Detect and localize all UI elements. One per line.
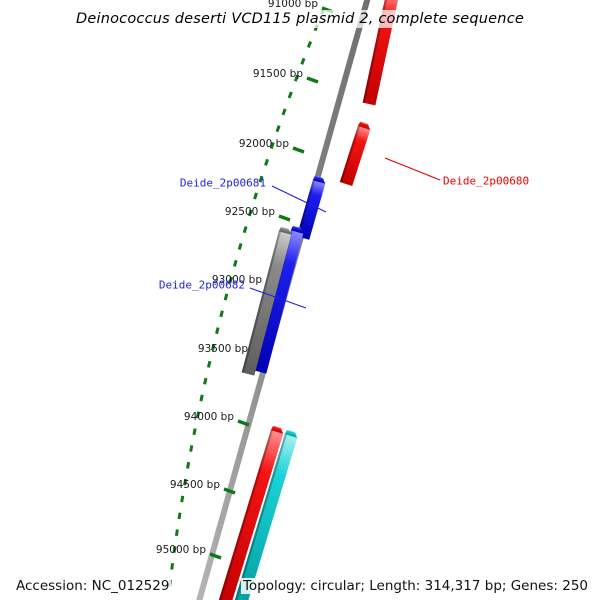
gene-start-cap [357, 121, 371, 130]
minor-tick [264, 158, 269, 166]
gene-body [362, 0, 400, 106]
gene-feature-track [215, 0, 401, 600]
gene-feature-bar[interactable] [339, 121, 372, 186]
minor-tick [228, 276, 233, 284]
accession-label: Accession: NC_012529 [14, 578, 172, 594]
minor-tick [300, 57, 306, 65]
minor-tick [189, 445, 194, 452]
minor-tick [210, 344, 216, 351]
minor-tick [275, 125, 281, 133]
gene-name-label-Deide_2p00682[interactable]: Deide_2p00682 [158, 278, 245, 292]
gene-start-cap [290, 225, 304, 234]
minor-tick [180, 495, 185, 503]
bp-coordinate-label: 91500 bp [252, 68, 303, 80]
bp-coordinate-label: 92500 bp [224, 206, 275, 218]
label-leader-line [384, 157, 441, 181]
status-bar: Accession: NC_012529 Topology: circular;… [0, 574, 600, 600]
major-tick [223, 487, 236, 495]
minor-tick [253, 192, 258, 200]
gene-feature-bar[interactable] [231, 429, 299, 600]
label-leader-lines [249, 157, 441, 309]
minor-tick [306, 40, 313, 49]
gene-feature-bar[interactable] [296, 175, 327, 240]
gene-start-cap [270, 425, 284, 434]
major-tick [237, 419, 250, 427]
minor-tick [177, 512, 182, 520]
minor-tick [219, 310, 224, 318]
gene-start-cap [278, 226, 292, 235]
major-tick [306, 76, 319, 84]
gene-shadow-edge [296, 180, 315, 237]
minor-tick [170, 562, 175, 570]
minor-tick [172, 546, 177, 553]
bp-coordinate-label: 91000 bp [267, 0, 318, 10]
gene-start-cap [312, 175, 326, 184]
minor-tick [192, 428, 197, 436]
minor-tick [237, 243, 243, 250]
minor-tick [183, 478, 188, 486]
minor-tick [215, 327, 220, 335]
minor-tick [203, 377, 208, 385]
gene-feature-bar[interactable] [241, 226, 293, 376]
minor-tick [247, 209, 253, 217]
minor-tick [186, 461, 191, 469]
minor-tick [195, 411, 201, 419]
bp-coordinate-label: 93500 bp [197, 343, 248, 355]
bp-coordinate-label: 92000 bp [238, 138, 289, 150]
major-tick [292, 146, 305, 154]
minor-tick [258, 175, 264, 183]
gene-body [231, 434, 298, 600]
gene-body [253, 230, 304, 374]
major-tick [209, 552, 222, 560]
minor-tick [174, 529, 179, 537]
gene-feature-bar[interactable] [215, 425, 285, 600]
gene-body [339, 126, 371, 186]
minor-tick [281, 108, 287, 116]
minor-tick [269, 141, 275, 150]
gene-name-label-Deide_2p00681[interactable]: Deide_2p00681 [179, 176, 266, 190]
minor-tick [206, 360, 212, 368]
gene-start-cap [284, 429, 298, 438]
label-leader-line [249, 287, 307, 309]
label-leader-line [271, 185, 327, 213]
minor-tick [293, 74, 300, 82]
gene-body [296, 180, 326, 240]
gene-shadow-edge [241, 231, 281, 373]
gene-feature-bar[interactable] [362, 0, 401, 106]
gene-shadow-edge [339, 126, 360, 183]
minor-tick [223, 293, 229, 301]
gene-name-label-Deide_2p00680[interactable]: Deide_2p00680 [443, 174, 530, 188]
minor-tick [313, 24, 319, 32]
major-tick [278, 214, 291, 222]
bp-coordinate-label: 94500 bp [169, 479, 220, 491]
gene-body [215, 430, 284, 600]
bp-coordinate-label: 94000 bp [183, 411, 234, 423]
gene-shadow-edge [215, 430, 273, 600]
minor-tick [199, 394, 204, 402]
gene-body [241, 231, 292, 376]
sequence-summary-label: Topology: circular; Length: 314,317 bp; … [240, 578, 590, 594]
gene-shadow-edge [231, 434, 287, 600]
minor-tick [242, 226, 248, 234]
bp-coordinate-label: 95000 bp [155, 544, 206, 556]
minor-tick-arc [168, 7, 326, 587]
bp-coordinate-label: 93000 bp [211, 274, 262, 286]
minor-tick [287, 91, 293, 99]
minor-tick [232, 259, 238, 267]
